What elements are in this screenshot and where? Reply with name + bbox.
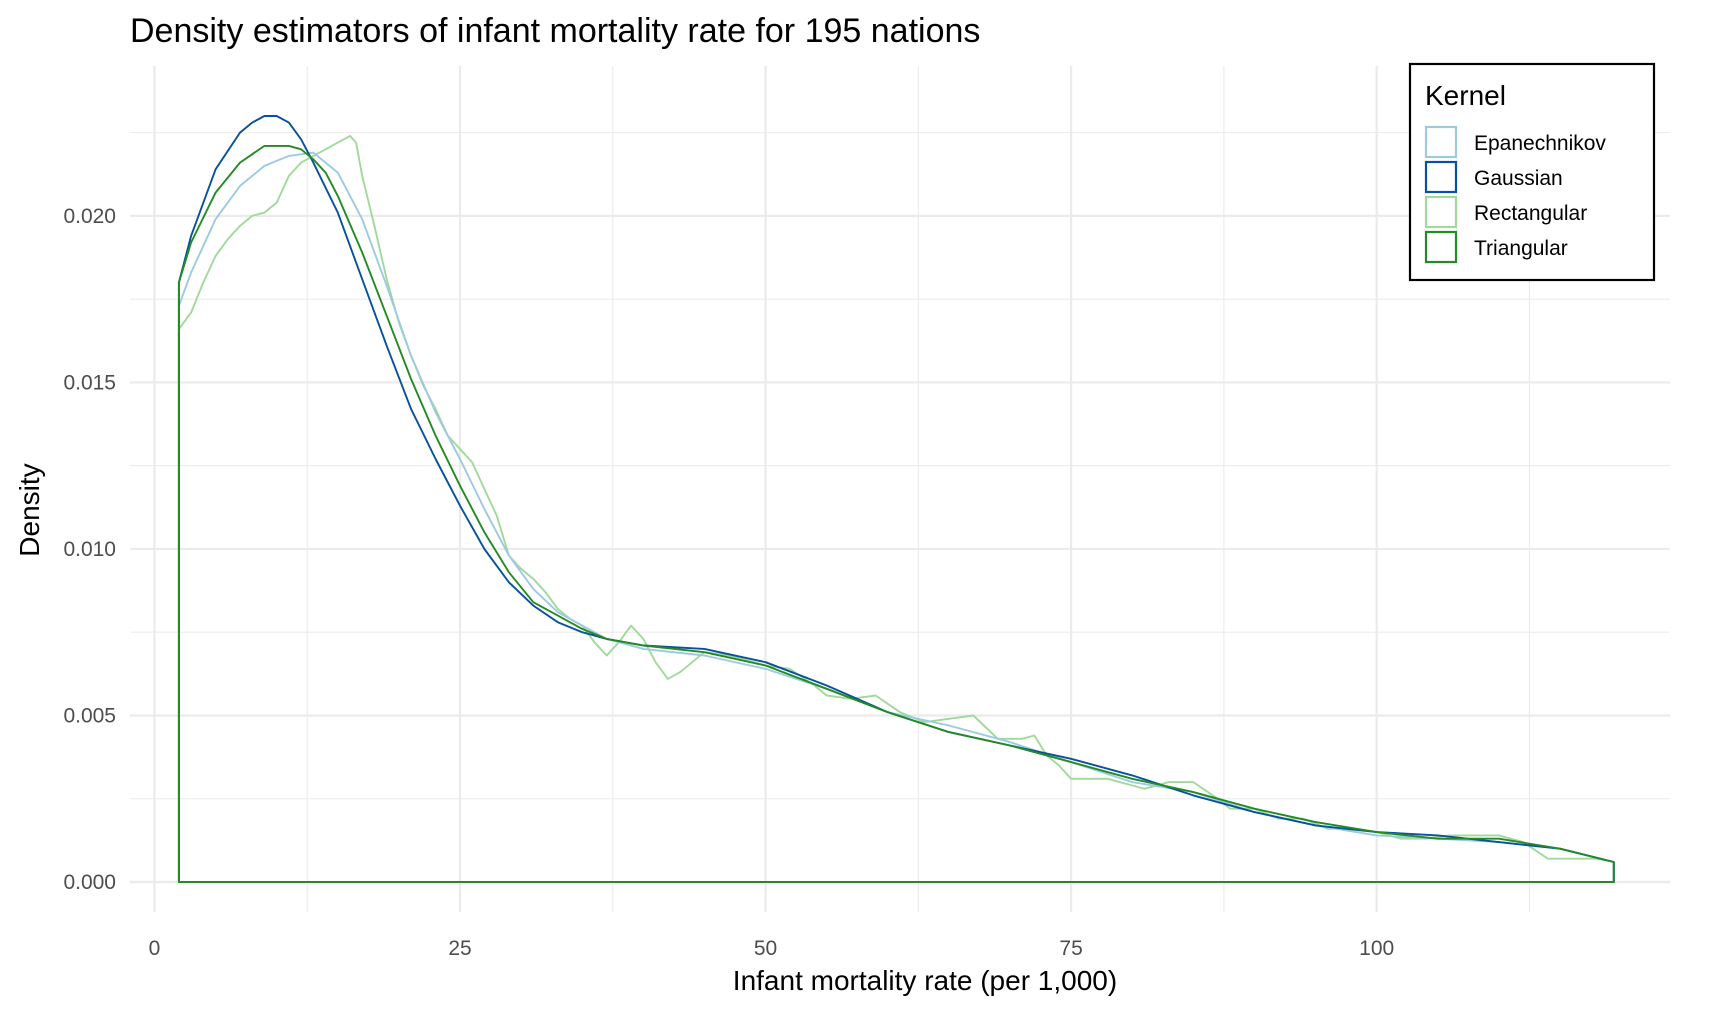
legend-label-epanechnikov: Epanechnikov [1474, 132, 1606, 155]
legend-label-gaussian: Gaussian [1474, 167, 1563, 190]
series-lines [177, 115, 1615, 883]
legend-key-rectangular [1424, 195, 1458, 229]
y-axis-ticks: 0.000 0.005 0.010 0.015 0.020 [63, 205, 116, 894]
y-tick-label: 0.000 [63, 871, 116, 894]
x-tick-label: 50 [754, 937, 777, 960]
y-axis-label: Density [14, 463, 45, 556]
legend-key-epanechnikov [1424, 125, 1458, 159]
y-tick-label: 0.005 [63, 704, 116, 727]
chart-title: Density estimators of infant mortality r… [130, 12, 980, 50]
legend-label-rectangular: Rectangular [1474, 202, 1587, 225]
legend-title: Kernel [1425, 80, 1506, 111]
x-tick-label: 25 [448, 937, 471, 960]
y-tick-label: 0.020 [63, 205, 116, 228]
x-axis-label: Infant mortality rate (per 1,000) [733, 965, 1117, 996]
legend-key-gaussian [1424, 160, 1458, 194]
series-line-epanechnikov [177, 151, 1615, 883]
x-tick-label: 100 [1359, 937, 1394, 960]
series-line-triangular [177, 144, 1615, 883]
x-axis-ticks: 0 25 50 75 100 [149, 937, 1395, 960]
legend-label-triangular: Triangular [1474, 237, 1568, 260]
legend-items: Epanechnikov Gaussian Rectangular Triangula… [1424, 125, 1606, 264]
legend-key-triangular [1424, 230, 1458, 264]
x-tick-label: 0 [149, 937, 161, 960]
legend: Kernel Epanechnikov Gaussian Rectangular Tr… [1408, 62, 1656, 282]
series-line-rectangular [177, 134, 1615, 883]
series-line-gaussian [177, 115, 1615, 883]
y-tick-label: 0.010 [63, 538, 116, 561]
x-tick-label: 75 [1059, 937, 1082, 960]
y-tick-label: 0.015 [63, 371, 116, 394]
